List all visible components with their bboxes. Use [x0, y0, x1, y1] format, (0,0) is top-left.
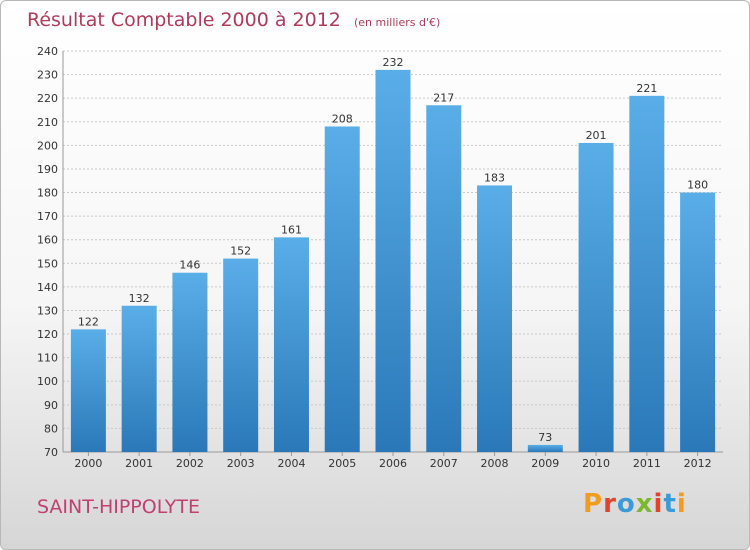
- y-tick-label: 160: [37, 234, 58, 247]
- bar: [324, 126, 360, 452]
- x-tick-label: 2003: [227, 457, 255, 470]
- y-tick-label: 140: [37, 281, 58, 294]
- bar: [426, 105, 462, 453]
- bar: [477, 185, 513, 452]
- y-tick-label: 150: [37, 257, 58, 270]
- logo-letter: t: [663, 489, 677, 519]
- bar: [223, 258, 259, 452]
- bar-value-label: 122: [78, 315, 99, 328]
- y-tick-label: 170: [37, 210, 58, 223]
- commune-name: SAINT-HIPPOLYTE: [37, 496, 200, 518]
- bar-value-label: 208: [332, 112, 353, 125]
- y-tick-label: 70: [44, 446, 58, 459]
- logo-letter: x: [635, 489, 654, 519]
- logo-letter: P: [583, 489, 604, 519]
- logo-letter: r: [603, 489, 617, 519]
- x-tick-label: 2011: [633, 457, 661, 470]
- x-tick-label: 2004: [277, 457, 305, 470]
- x-tick-label: 2002: [176, 457, 204, 470]
- y-tick-label: 190: [37, 163, 58, 176]
- x-tick-label: 2000: [74, 457, 102, 470]
- y-tick-label: 220: [37, 92, 58, 105]
- proxiti-logo[interactable]: Proxiti: [583, 489, 687, 519]
- x-tick-label: 2012: [684, 457, 712, 470]
- y-tick-label: 180: [37, 187, 58, 200]
- chart-unit: (en milliers d'€): [353, 16, 441, 29]
- x-tick-label: 2005: [328, 457, 356, 470]
- bar: [273, 237, 309, 452]
- y-tick-label: 200: [37, 139, 58, 152]
- bar-value-label: 217: [433, 91, 454, 104]
- bar-value-label: 146: [179, 259, 200, 272]
- bar-value-label: 73: [538, 431, 552, 444]
- logo-letter: i: [653, 489, 664, 519]
- bar-value-label: 183: [484, 171, 505, 184]
- logo-letter: i: [676, 489, 687, 519]
- bar-value-label: 232: [383, 56, 404, 69]
- bar: [527, 444, 563, 452]
- x-tick-label: 2010: [582, 457, 610, 470]
- bar-value-label: 201: [586, 129, 607, 142]
- y-tick-label: 120: [37, 328, 58, 341]
- y-tick-label: 240: [37, 45, 58, 58]
- x-tick-label: 2001: [125, 457, 153, 470]
- y-tick-label: 90: [44, 399, 58, 412]
- logo-letter: o: [616, 489, 636, 519]
- bar: [70, 329, 106, 452]
- bar-value-label: 132: [129, 292, 150, 305]
- x-tick-label: 2007: [430, 457, 458, 470]
- bar-value-label: 180: [687, 179, 708, 192]
- y-tick-label: 80: [44, 422, 58, 435]
- bar-value-label: 161: [281, 223, 302, 236]
- bar: [121, 305, 157, 452]
- bar-value-label: 221: [636, 82, 657, 95]
- bar: [578, 142, 614, 452]
- y-tick-label: 110: [37, 352, 58, 365]
- y-tick-label: 130: [37, 304, 58, 317]
- x-tick-label: 2006: [379, 457, 407, 470]
- bar: [629, 95, 665, 452]
- chart-title-block: Résultat Comptable 2000 à 2012 (en milli…: [27, 9, 440, 31]
- x-tick-label: 2008: [481, 457, 509, 470]
- y-tick-label: 230: [37, 69, 58, 82]
- chart-title: Résultat Comptable 2000 à 2012: [27, 9, 341, 31]
- bar: [680, 192, 716, 452]
- bar: [172, 272, 208, 452]
- x-tick-label: 2009: [531, 457, 559, 470]
- bar-chart: 7080901001101201301401501601701801902002…: [37, 45, 723, 470]
- bar: [375, 69, 411, 452]
- y-tick-label: 210: [37, 116, 58, 129]
- bar-value-label: 152: [230, 245, 251, 258]
- y-tick-label: 100: [37, 375, 58, 388]
